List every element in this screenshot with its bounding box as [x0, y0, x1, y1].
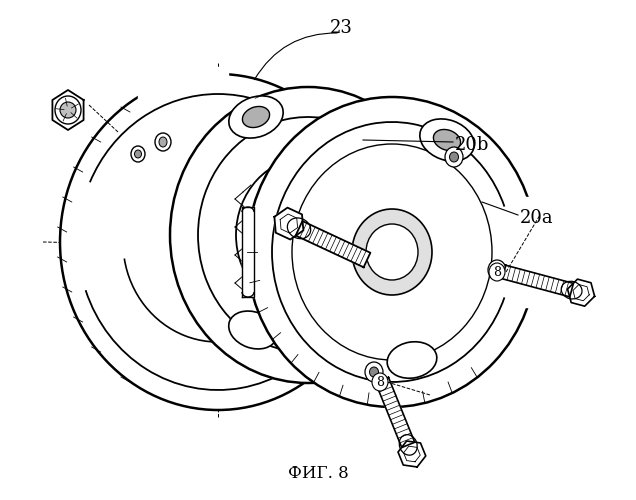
Text: 20a: 20a [520, 209, 553, 227]
Text: 23: 23 [330, 19, 353, 37]
Ellipse shape [387, 342, 437, 378]
Polygon shape [242, 207, 254, 297]
Ellipse shape [399, 434, 417, 455]
Text: 8: 8 [493, 266, 501, 278]
Ellipse shape [134, 150, 141, 158]
Ellipse shape [178, 200, 258, 284]
Ellipse shape [433, 130, 460, 150]
Polygon shape [432, 197, 592, 307]
Polygon shape [398, 441, 425, 467]
Ellipse shape [55, 96, 81, 124]
Polygon shape [274, 208, 303, 240]
Ellipse shape [365, 362, 383, 382]
Polygon shape [502, 265, 574, 297]
Ellipse shape [131, 146, 145, 162]
Polygon shape [296, 221, 370, 268]
Text: 20b: 20b [455, 136, 489, 154]
Ellipse shape [420, 119, 474, 161]
Ellipse shape [488, 260, 506, 280]
Ellipse shape [492, 265, 502, 275]
Ellipse shape [196, 218, 240, 266]
Ellipse shape [236, 157, 380, 313]
Ellipse shape [287, 218, 311, 238]
Text: 8: 8 [376, 376, 384, 388]
Ellipse shape [155, 133, 171, 151]
Polygon shape [567, 279, 595, 306]
Ellipse shape [292, 144, 492, 360]
Ellipse shape [445, 147, 463, 167]
Ellipse shape [370, 367, 378, 377]
Text: ФИГ. 8: ФИГ. 8 [287, 465, 349, 482]
Ellipse shape [60, 74, 376, 410]
Ellipse shape [247, 97, 537, 407]
Ellipse shape [561, 281, 582, 299]
Polygon shape [52, 90, 83, 130]
Ellipse shape [159, 137, 167, 147]
Ellipse shape [229, 96, 283, 138]
Polygon shape [343, 175, 488, 295]
Ellipse shape [272, 197, 344, 273]
Ellipse shape [372, 373, 388, 391]
Ellipse shape [352, 209, 432, 295]
Polygon shape [375, 378, 415, 448]
Ellipse shape [170, 87, 446, 383]
Ellipse shape [366, 224, 418, 280]
Ellipse shape [450, 152, 459, 162]
Polygon shape [138, 67, 228, 132]
Ellipse shape [489, 263, 505, 281]
Ellipse shape [242, 106, 270, 128]
Ellipse shape [229, 311, 277, 349]
Ellipse shape [60, 102, 76, 118]
Ellipse shape [286, 211, 330, 259]
